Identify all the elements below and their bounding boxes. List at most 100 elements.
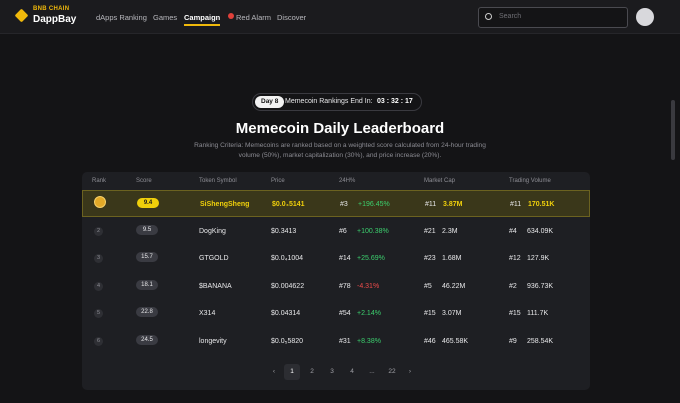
table-row[interactable]: 5 22.8 X314 $0.04314 #54 +2.14% #15 3.07M #15 111… bbox=[82, 300, 590, 327]
market-cap: 3.07M bbox=[442, 310, 462, 317]
day-badge: Day 8 bbox=[255, 96, 285, 108]
change: +8.38% bbox=[357, 337, 381, 345]
market-cap: 1.68M bbox=[442, 255, 462, 262]
nav-link[interactable]: dApps Ranking bbox=[96, 13, 147, 22]
rank: 5 bbox=[94, 309, 103, 318]
nav-bar: BNB CHAIN DappBay Search dApps Ranking Ga… bbox=[0, 0, 680, 34]
search-icon bbox=[485, 13, 492, 20]
change-rank: #31 bbox=[339, 337, 351, 345]
price: $0.004622 bbox=[271, 282, 305, 290]
market-cap: 465.58K bbox=[442, 337, 469, 345]
page-arrow[interactable]: › bbox=[408, 368, 412, 375]
score: 18.1 bbox=[136, 279, 158, 290]
market-cap-rank: #21 bbox=[424, 227, 436, 235]
token-symbol[interactable]: X314 bbox=[199, 310, 216, 317]
table-row[interactable]: 4 18.1 $BANANA $0.004622 #78 -4.31% #5 46.22M #2… bbox=[82, 273, 590, 300]
page-button[interactable]: 3 bbox=[330, 368, 334, 375]
volume-rank: #9 bbox=[509, 337, 517, 345]
column-header: Rank bbox=[92, 178, 107, 184]
column-header[interactable]: Token Symbol bbox=[199, 178, 237, 184]
page-arrow[interactable]: ‹ bbox=[272, 368, 276, 375]
market-cap-rank: #5 bbox=[424, 282, 432, 290]
change: +100.38% bbox=[357, 227, 389, 235]
token-symbol[interactable]: GTGOLD bbox=[199, 255, 229, 262]
market-cap-rank: #15 bbox=[424, 310, 436, 317]
nav-link[interactable]: Campaign bbox=[184, 13, 221, 26]
volume: 170.51K bbox=[528, 201, 555, 208]
avatar[interactable] bbox=[636, 8, 654, 26]
score: 24.5 bbox=[136, 334, 158, 345]
brand[interactable]: DappBay bbox=[33, 14, 77, 25]
change-rank: #54 bbox=[339, 310, 351, 317]
market-cap-rank: #11 bbox=[425, 201, 437, 208]
change-rank: #3 bbox=[340, 201, 348, 208]
page-button[interactable]: ... bbox=[369, 368, 375, 375]
scrollbar[interactable] bbox=[671, 100, 675, 160]
page-button[interactable]: 1 bbox=[284, 364, 300, 380]
score: 9.4 bbox=[137, 198, 159, 208]
volume: 936.73K bbox=[527, 282, 554, 290]
column-header[interactable]: Price bbox=[271, 178, 285, 184]
volume-rank: #11 bbox=[510, 201, 522, 208]
title: Memecoin Daily Leaderboard bbox=[235, 120, 445, 137]
rank: 6 bbox=[94, 336, 103, 346]
nav-link[interactable]: Red Alarm bbox=[236, 13, 272, 22]
nav-link[interactable]: Games bbox=[153, 13, 178, 22]
price: $0.0₄5141 bbox=[272, 201, 305, 208]
change: +25.69% bbox=[357, 255, 385, 262]
column-header[interactable]: Score bbox=[136, 178, 152, 184]
change-rank: #78 bbox=[339, 282, 351, 290]
volume-rank: #4 bbox=[509, 227, 517, 235]
score: 15.7 bbox=[136, 252, 158, 262]
page-button[interactable]: 2 bbox=[310, 368, 314, 375]
score: 22.8 bbox=[136, 307, 158, 317]
change-rank: #14 bbox=[339, 255, 351, 262]
change-rank: #6 bbox=[339, 227, 347, 235]
description: Ranking Criteria: Memecoins are ranked b… bbox=[194, 142, 486, 159]
volume-rank: #12 bbox=[509, 255, 521, 262]
medal-icon bbox=[94, 196, 106, 208]
column-header[interactable]: Trading Volume bbox=[509, 178, 551, 184]
change: +196.45% bbox=[358, 201, 390, 208]
change: -4.31% bbox=[357, 282, 380, 290]
leaderboard-table: Rank Score Token Symbol Price 24H% Market Cap… bbox=[82, 172, 590, 390]
brand-top[interactable]: BNB CHAIN bbox=[33, 6, 70, 12]
table-row[interactable]: 6 24.5 longevity $0.0₅5820 #31 +8.38% #46 465.5… bbox=[82, 328, 590, 355]
nav-link[interactable]: Discover bbox=[277, 13, 307, 22]
table-row[interactable]: 2 9.5 DogKing $0.3413 #6 +100.38% #21 2.3M #4 634… bbox=[82, 218, 590, 245]
search-placeholder: Search bbox=[499, 13, 522, 20]
market-cap-rank: #46 bbox=[424, 337, 436, 345]
score: 9.5 bbox=[136, 224, 158, 235]
rank: 4 bbox=[94, 281, 103, 291]
page-button[interactable]: 22 bbox=[388, 368, 396, 375]
volume: 634.09K bbox=[527, 227, 554, 235]
market-cap: 2.3M bbox=[442, 227, 458, 235]
price: $0.3413 bbox=[271, 227, 297, 235]
token-symbol[interactable]: DogKing bbox=[199, 227, 226, 235]
volume-rank: #2 bbox=[509, 282, 517, 290]
volume: 111.7K bbox=[527, 310, 549, 317]
market-cap-rank: #23 bbox=[424, 255, 436, 262]
token-symbol[interactable]: $BANANA bbox=[199, 282, 232, 290]
alarm-icon bbox=[228, 13, 234, 19]
countdown-label: Memecoin Rankings End In: bbox=[285, 98, 373, 105]
market-cap: 46.22M bbox=[442, 282, 466, 290]
price: $0.0₅5820 bbox=[271, 337, 304, 345]
token-symbol[interactable]: longevity bbox=[199, 337, 227, 345]
rank: 2 bbox=[94, 226, 103, 236]
column-header[interactable]: Market Cap bbox=[424, 178, 456, 184]
countdown: 03 : 32 : 17 bbox=[377, 98, 413, 105]
change: +2.14% bbox=[357, 310, 381, 317]
market-cap: 3.87M bbox=[443, 201, 463, 208]
volume: 127.9K bbox=[527, 255, 550, 262]
page-button[interactable]: 4 bbox=[350, 368, 354, 375]
price: $0.0₄1004 bbox=[271, 255, 304, 262]
volume: 258.54K bbox=[527, 337, 554, 345]
search-box[interactable]: Search bbox=[478, 7, 628, 28]
token-symbol[interactable]: SiShengSheng bbox=[200, 201, 250, 208]
column-header[interactable]: 24H% bbox=[339, 178, 356, 184]
table-row[interactable]: 3 15.7 GTGOLD $0.0₄1004 #14 +25.69% #23 1.68M #1… bbox=[82, 245, 590, 272]
logo[interactable] bbox=[14, 8, 29, 23]
table-row[interactable]: 9.4 SiShengSheng $0.0₄5141 #3 +196.45% #11 3.8… bbox=[82, 190, 590, 217]
